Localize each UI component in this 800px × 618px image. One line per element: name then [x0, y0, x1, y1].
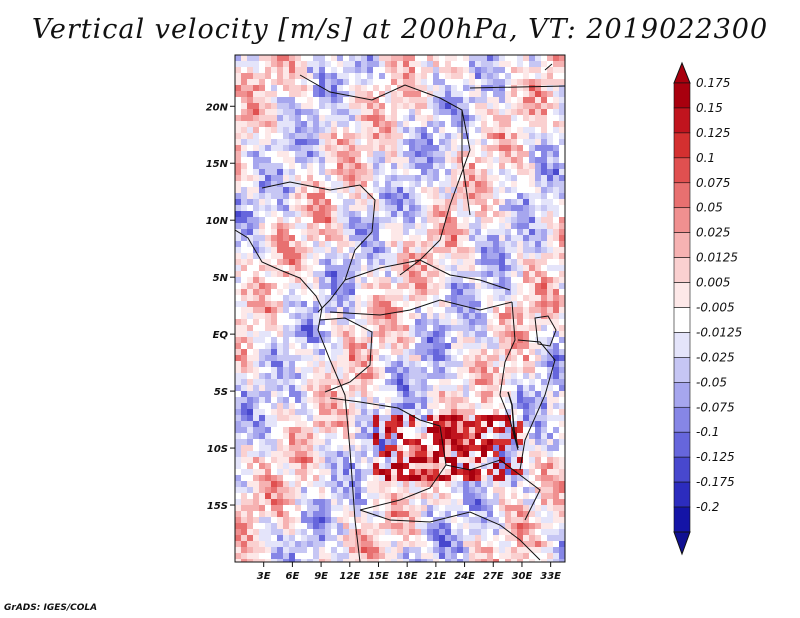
- colorbar-label: 0.1: [696, 151, 715, 165]
- lat-tick-label: 15S: [207, 501, 228, 512]
- colorbar-segment: [673, 357, 691, 383]
- border-line-tanzania: [517, 339, 556, 471]
- colorbar-label: 0.125: [696, 126, 730, 140]
- colorbar-label: -0.2: [696, 500, 719, 514]
- colorbar-label: 0.005: [696, 276, 730, 290]
- border-line-lake-tanganyika: [507, 391, 519, 449]
- colorbar: 0.175 0.15 0.125 0.1 0.075 0.05 0.025 0.0125 0.0…: [673, 61, 742, 556]
- colorbar-segment: [673, 481, 691, 508]
- lat-tick-label: 10S: [207, 444, 228, 455]
- colorbar-label: 0.05: [696, 201, 723, 215]
- longitude-axis: 3E 6E 9E 12E 15E 18E 21E 24E 27E 30E 33E: [257, 562, 561, 582]
- lon-tick-label: 30E: [512, 571, 533, 582]
- colorbar-segment: [673, 132, 691, 159]
- colorbar-segment: [673, 307, 691, 333]
- country-borders: [235, 63, 565, 562]
- lon-tick-label: 9E: [314, 571, 328, 582]
- border-line-niger-nigeria: [261, 181, 376, 233]
- lon-tick-label: 24E: [454, 571, 475, 582]
- border-line-angola: [329, 397, 447, 511]
- border-line-zambia: [445, 459, 541, 521]
- colorbar-bottom-arrow: [673, 531, 691, 556]
- colorbar-segment: [673, 257, 691, 283]
- vertical-velocity-field: [235, 55, 565, 562]
- lon-tick-label: 18E: [397, 571, 418, 582]
- colorbar-segment: [673, 107, 691, 134]
- border-line-west-coast: [235, 229, 361, 562]
- grads-credit: GrADS: IGES/COLA: [4, 603, 98, 613]
- colorbar-segment: [673, 207, 691, 233]
- colorbar-label: -0.05: [696, 375, 727, 389]
- colorbar-segment: [673, 506, 691, 533]
- colorbar-label: 0.175: [696, 76, 730, 90]
- colorbar-label: -0.075: [696, 400, 735, 414]
- colorbar-label: -0.005: [696, 301, 735, 315]
- colorbar-label: 0.0125: [696, 251, 738, 265]
- lat-tick-label: 10N: [206, 216, 229, 227]
- latitude-axis: 20N 15N 10N 5N EQ 5S 10S 15S: [206, 102, 235, 512]
- colorbar-label: -0.1: [696, 425, 719, 439]
- lon-tick-label: 21E: [425, 571, 446, 582]
- colorbar-top-arrow: [673, 61, 691, 84]
- border-line-drc-north: [329, 299, 513, 316]
- colorbar-segment: [673, 157, 691, 184]
- colorbar-segment: [673, 332, 691, 358]
- colorbar-segment: [673, 406, 691, 433]
- lon-tick-label: 33E: [540, 571, 561, 582]
- border-line-namibia: [359, 509, 541, 561]
- lat-tick-label: 5N: [213, 273, 229, 284]
- colorbar-segment: [673, 382, 691, 408]
- lon-tick-label: 12E: [339, 571, 360, 582]
- colorbar-segment: [673, 282, 691, 308]
- colorbar-label: 0.15: [696, 101, 723, 115]
- lat-tick-label: 15N: [206, 159, 229, 170]
- colorbar-label: 0.025: [696, 226, 730, 240]
- colorbar-label: 0.075: [696, 176, 730, 190]
- border-line-sahara: [299, 74, 471, 216]
- lat-tick-label: EQ: [213, 330, 229, 341]
- border-line-chad-sudan: [399, 109, 471, 276]
- lon-tick-label: 3E: [257, 571, 271, 582]
- lon-tick-label: 6E: [285, 571, 299, 582]
- border-line-drc-east: [499, 301, 519, 451]
- colorbar-segment: [673, 182, 691, 209]
- plot-title: Vertical velocity [m/s] at 200hPa, VT: 2…: [31, 14, 769, 45]
- lon-tick-label: 15E: [368, 571, 389, 582]
- colorbar-segment: [673, 82, 691, 109]
- border-line-car: [344, 259, 511, 291]
- border-line-lake-victoria: [534, 315, 557, 347]
- lon-tick-label: 27E: [483, 571, 504, 582]
- colorbar-segment: [673, 431, 691, 458]
- colorbar-segment: [673, 456, 691, 483]
- map-frame: [234, 54, 566, 563]
- colorbar-label: -0.025: [696, 350, 735, 364]
- colorbar-label: -0.0125: [696, 325, 742, 339]
- lat-tick-label: 20N: [206, 102, 229, 113]
- border-line-congo: [319, 317, 373, 393]
- lat-tick-label: 5S: [214, 387, 228, 398]
- colorbar-label: -0.125: [696, 450, 735, 464]
- colorbar-label: -0.175: [696, 475, 735, 489]
- border-line-east-coast: [469, 63, 565, 89]
- colorbar-segment: [673, 232, 691, 258]
